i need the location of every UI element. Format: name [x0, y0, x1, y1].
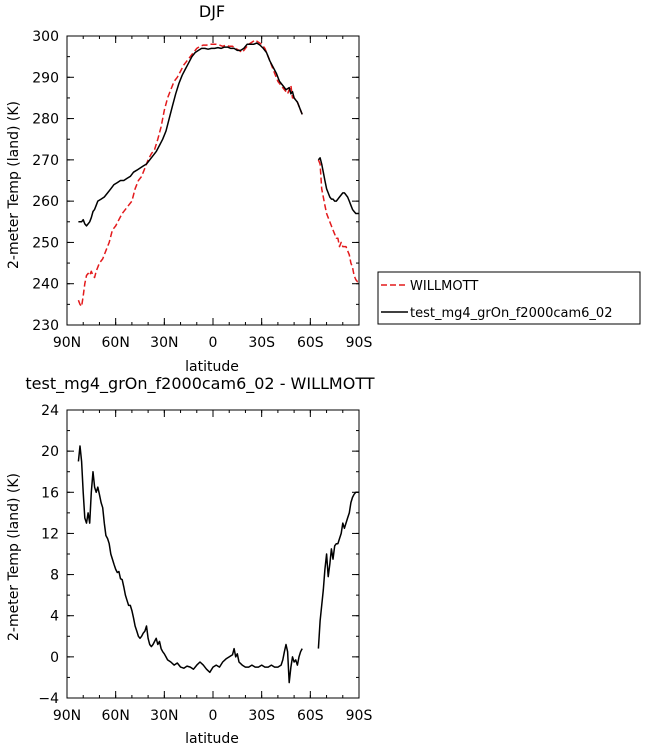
panel1-x-tick-label: 30N: [150, 708, 178, 724]
panel0-x-tick-label: 60S: [297, 335, 324, 351]
top-x-axis-label: latitude: [185, 359, 239, 375]
bottom-panel-difference: test_mg4_grOn_f2000cam6_02 - WILLMOTT 2-…: [6, 374, 375, 747]
panel1-x-tick-label: 60N: [102, 708, 130, 724]
panel0-series0-line-segment-1: [317, 159, 359, 283]
panel1-y-tick-label: −4: [38, 691, 59, 707]
panel0-series1-line-segment-1: [317, 157, 359, 215]
panel0-y-tick-label: 230: [32, 318, 59, 334]
panel1-x-tick-label: 60S: [297, 708, 324, 724]
panel1-y-tick-label: 8: [50, 568, 59, 584]
panel1-y-tick-label: 12: [41, 526, 59, 542]
panel0-y-tick-label: 290: [32, 70, 59, 86]
legend-label-model: test_mg4_grOn_f2000cam6_02: [410, 306, 612, 321]
panel0-x-tick-label: 30S: [248, 335, 275, 351]
panel0-y-tick-label: 280: [32, 112, 59, 128]
bottom-chart-title: test_mg4_grOn_f2000cam6_02 - WILLMOTT: [25, 374, 374, 394]
top-y-axis-label: 2-meter Temp (land) (K): [6, 101, 22, 269]
legend: WILLMOTT test_mg4_grOn_f2000cam6_02: [377, 271, 641, 325]
top-chart-title: DJF: [199, 2, 225, 21]
panel0-y-tick-label: 240: [32, 277, 59, 293]
bottom-y-axis-label: 2-meter Temp (land) (K): [6, 473, 22, 641]
panel1-y-tick-label: 4: [50, 609, 59, 625]
panel1-x-tick-label: 30S: [248, 708, 275, 724]
panel1-y-tick-label: 20: [41, 444, 59, 460]
legend-label-willmott: WILLMOTT: [410, 279, 478, 294]
panel0-plot-frame: [66, 35, 360, 326]
panel0-y-tick-label: 300: [32, 29, 59, 45]
top-panel-djf: DJF 2-meter Temp (land) (K) latitude 90N…: [6, 2, 372, 375]
panel0-x-tick-label: 90N: [53, 335, 81, 351]
panel0-y-tick-label: 270: [32, 153, 59, 169]
panel1-y-tick-label: 0: [50, 650, 59, 666]
panel0-series1-line-segment-0: [78, 42, 303, 227]
panel0-y-tick-label: 260: [32, 194, 59, 210]
panel1-y-tick-label: 16: [41, 485, 59, 501]
panel0-y-tick-label: 250: [32, 235, 59, 251]
panel0-x-tick-label: 90S: [346, 335, 373, 351]
panel1-series0-line-segment-0: [77, 445, 303, 684]
panel1-y-tick-label: 24: [41, 403, 59, 419]
panel0-x-tick-label: 60N: [102, 335, 130, 351]
panel0-x-tick-label: 30N: [150, 335, 178, 351]
panel1-x-tick-label: 90S: [346, 708, 373, 724]
bottom-x-axis-label: latitude: [185, 731, 239, 747]
panel1-x-tick-label: 90N: [53, 708, 81, 724]
legend-box: [377, 271, 641, 325]
panel1-series0-line-segment-1: [317, 491, 359, 649]
panel0-x-tick-label: 0: [209, 335, 218, 351]
panel1-x-tick-label: 0: [209, 708, 218, 724]
panel0-series0-line-segment-0: [77, 39, 303, 308]
